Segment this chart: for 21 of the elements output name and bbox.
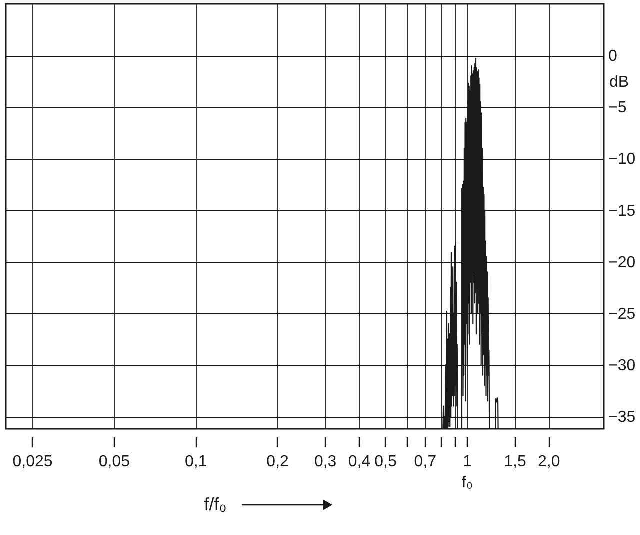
y-tick-label: −20: [608, 254, 636, 272]
x-tick-label: 2,0: [538, 454, 560, 470]
x-tick-label: 1,5: [504, 454, 526, 470]
y-tick-label: −25: [608, 306, 636, 323]
x-tick-label: 0,05: [98, 454, 130, 470]
y-tick-label: −5: [608, 100, 627, 117]
x-tick-label: 0,7: [414, 454, 437, 470]
x-tick-label: 0,5: [374, 454, 397, 470]
x-tick-label: 0,4: [348, 454, 371, 470]
x-tick-label: 0,025: [12, 454, 53, 470]
y-axis-title: dB: [610, 74, 630, 91]
x-axis-title: f/f₀: [204, 494, 227, 514]
x-tick-label: 0,2: [266, 454, 290, 470]
y-tick-label: −10: [608, 151, 636, 168]
y-tick-label: −30: [608, 358, 636, 375]
y-tick-label: −35: [608, 409, 636, 426]
x-tick-label: 0,1: [185, 454, 208, 470]
x-tick-label: 0,3: [314, 454, 337, 470]
y-tick-label: 0: [608, 48, 618, 66]
y-tick-label: −15: [608, 202, 636, 220]
x-tick-label: 1 f₀: [462, 454, 473, 492]
